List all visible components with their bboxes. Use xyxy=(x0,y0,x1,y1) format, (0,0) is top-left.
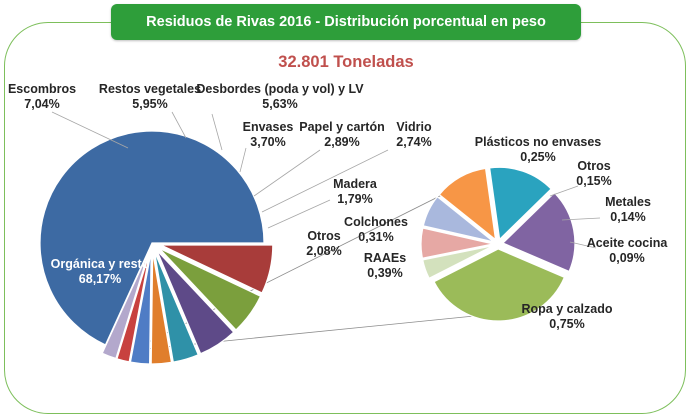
breakdown-slice-ropa-y-calzado xyxy=(433,248,566,322)
pie-slice-desbordes-poda-y-vol-y-lv xyxy=(156,250,235,355)
label-vidrio: Vidrio 2,74% xyxy=(396,120,432,149)
label-desbordes-poda-y-vol-y-lv: Desbordes (poda y vol) y LV 5,63% xyxy=(196,82,364,111)
breakdown-slice-otros xyxy=(422,195,494,243)
breakdown-label-colchones: Colchones 0,31% xyxy=(344,215,408,244)
breakdown-label-aceite-cocina: Aceite cocina 0,09% xyxy=(587,236,669,265)
leader-line-escombros xyxy=(51,111,129,149)
leader-line-envases xyxy=(239,147,247,173)
breakdown-slice-raaes xyxy=(501,191,576,273)
label-escombros: Escombros 7,04% xyxy=(8,82,76,111)
breakdown-slice-colchones xyxy=(488,166,552,241)
main-pie xyxy=(39,130,274,365)
pie-slice-escombros xyxy=(160,244,274,294)
leader-line-madera xyxy=(267,199,331,229)
pie-slice-restos-vegetales xyxy=(158,247,262,331)
label-restos-vegetales: Restos vegetales 5,95% xyxy=(99,82,201,111)
label-papel-y-carton: Papel y cartón 2,89% xyxy=(299,120,384,149)
label-organica-y-resto: Orgánica y resto 68,17% xyxy=(51,257,150,286)
breakdown-slice-plasticos-no-envases xyxy=(438,167,497,242)
breakdown-label-plasticos-no-envases: Plásticos no envases 0,25% xyxy=(475,135,602,164)
breakdown-slice-metales xyxy=(420,227,494,259)
leader-line-papel-y-carton xyxy=(253,149,321,197)
leader-lines xyxy=(51,111,601,249)
label-madera: Madera 1,79% xyxy=(333,177,378,206)
breakdown-label-otros: Otros 0,15% xyxy=(576,159,611,188)
label-envases: Envases 3,70% xyxy=(243,120,294,149)
pie-slice-papel-y-carton xyxy=(150,251,173,365)
breakdown-label-metales: Metales 0,14% xyxy=(605,195,651,224)
pie-slice-organica-y-resto xyxy=(39,130,265,346)
breakdown-pie xyxy=(420,166,576,322)
pie-slice-madera xyxy=(116,251,151,363)
breakdown-leader-line-aceite-cocina xyxy=(569,241,597,249)
chart-subtitle: 32.801 Toneladas xyxy=(278,53,414,71)
leader-line-vidrio xyxy=(261,149,389,213)
leader-line-restos-vegetales xyxy=(171,111,187,139)
label-otros: Otros 2,08% xyxy=(306,229,341,258)
data-labels: Orgánica y resto 68,17% Escombros 7,04% Rest… xyxy=(8,82,668,331)
breakdown-leader-line-metales xyxy=(561,217,601,221)
breakdown-slice-aceite-cocina xyxy=(421,245,494,280)
breakdown-label-raaes: RAAEs 0,39% xyxy=(364,251,406,280)
pie-slice-envases xyxy=(153,251,200,363)
chart-title: Residuos de Rivas 2016 - Distribución po… xyxy=(111,4,581,40)
leader-line-desbordes-poda-y-vol-y-lv xyxy=(211,113,223,151)
breakdown-label-ropa-y-calzado: Ropa y calzado 0,75% xyxy=(522,302,613,331)
breakdown-leader-line-otros xyxy=(549,185,579,197)
pie-slice-vidrio xyxy=(129,251,152,365)
pie-slice-otros xyxy=(101,251,150,360)
